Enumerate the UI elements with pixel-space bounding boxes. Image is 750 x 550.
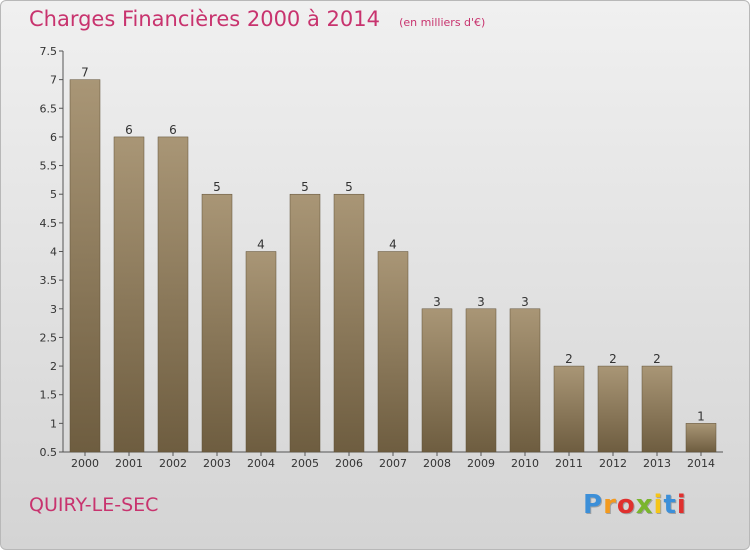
- y-tick-label: 7: [50, 74, 57, 87]
- y-tick-label: 4.5: [40, 217, 58, 230]
- data-label: 5: [301, 180, 309, 194]
- place-name: QUIRY-LE-SEC: [29, 494, 159, 516]
- bar: [421, 308, 453, 453]
- chart-subtitle: (en milliers d'€): [399, 16, 486, 29]
- y-tick-label: 2.5: [40, 331, 58, 344]
- data-label: 2: [609, 352, 617, 366]
- x-tick-label: 2014: [687, 457, 715, 470]
- logo-letter: i: [653, 490, 664, 520]
- bar: [69, 79, 101, 453]
- bar-layer: 7 6 6 5 4 5 5 4 3 3 3 2 2 2 1: [69, 66, 717, 453]
- bar: [333, 193, 365, 453]
- x-tick-label: 2010: [511, 457, 539, 470]
- axis-layer: 0.5 1 1.5 2 2.5 3 3.5 4 4.5 5 5.5 6 6.5 7 7.5 2000 2001 2…: [40, 45, 723, 470]
- data-label: 4: [257, 238, 265, 252]
- x-tick-label: 2003: [203, 457, 231, 470]
- data-label: 2: [653, 352, 661, 366]
- title-row: Charges Financières 2000 à 2014 (en mill…: [29, 7, 485, 31]
- x-tick-label: 2011: [555, 457, 583, 470]
- y-tick-label: 3: [50, 303, 57, 316]
- x-tick-label: 2013: [643, 457, 671, 470]
- x-tick-label: 2004: [247, 457, 275, 470]
- x-tick-label: 2008: [423, 457, 451, 470]
- bar: [113, 136, 145, 453]
- y-tick-label: 7.5: [40, 45, 58, 58]
- y-tick-label: 4: [50, 246, 57, 259]
- y-tick-label: 5.5: [40, 160, 58, 173]
- bar: [201, 193, 233, 453]
- data-label: 7: [81, 66, 89, 80]
- x-tick-label: 2002: [159, 457, 187, 470]
- data-label: 5: [213, 180, 221, 194]
- data-label: 1: [697, 409, 705, 423]
- logo-letter: i: [676, 490, 687, 520]
- bar: [641, 365, 673, 453]
- data-label: 2: [565, 352, 573, 366]
- data-label: 5: [345, 180, 353, 194]
- x-tick-label: 2001: [115, 457, 143, 470]
- y-tick-label: 2: [50, 360, 57, 373]
- logo-letter: P: [583, 490, 604, 520]
- data-label: 6: [125, 123, 133, 137]
- bar: [245, 251, 277, 453]
- x-tick-label: 2005: [291, 457, 319, 470]
- x-tick-label: 2007: [379, 457, 407, 470]
- x-tick-label: 2006: [335, 457, 363, 470]
- data-label: 6: [169, 123, 177, 137]
- y-tick-label: 6: [50, 131, 57, 144]
- bar: [509, 308, 541, 453]
- logo-letter: r: [603, 490, 617, 520]
- y-tick-label: 0.5: [40, 446, 58, 459]
- proxiti-logo[interactable]: Proxiti: [583, 490, 687, 520]
- bar: [553, 365, 585, 453]
- data-label: 3: [477, 295, 485, 309]
- bar: [465, 308, 497, 453]
- data-label: 3: [433, 295, 441, 309]
- bar: [377, 251, 409, 453]
- bar: [597, 365, 629, 453]
- logo-letter: o: [616, 490, 636, 520]
- x-tick-label: 2009: [467, 457, 495, 470]
- chart-title: Charges Financières 2000 à 2014: [29, 7, 380, 31]
- x-tick-label: 2012: [599, 457, 627, 470]
- y-tick-label: 5: [50, 188, 57, 201]
- y-tick-label: 1: [50, 417, 57, 430]
- data-label: 4: [389, 238, 397, 252]
- logo-letter: t: [663, 490, 677, 520]
- bar: [289, 193, 321, 453]
- x-tick-label: 2000: [71, 457, 99, 470]
- y-tick-label: 1.5: [40, 389, 58, 402]
- bar: [685, 423, 717, 453]
- y-tick-label: 3.5: [40, 274, 58, 287]
- logo-letter: x: [635, 490, 654, 520]
- bar: [157, 136, 189, 453]
- y-tick-label: 6.5: [40, 102, 58, 115]
- data-label: 3: [521, 295, 529, 309]
